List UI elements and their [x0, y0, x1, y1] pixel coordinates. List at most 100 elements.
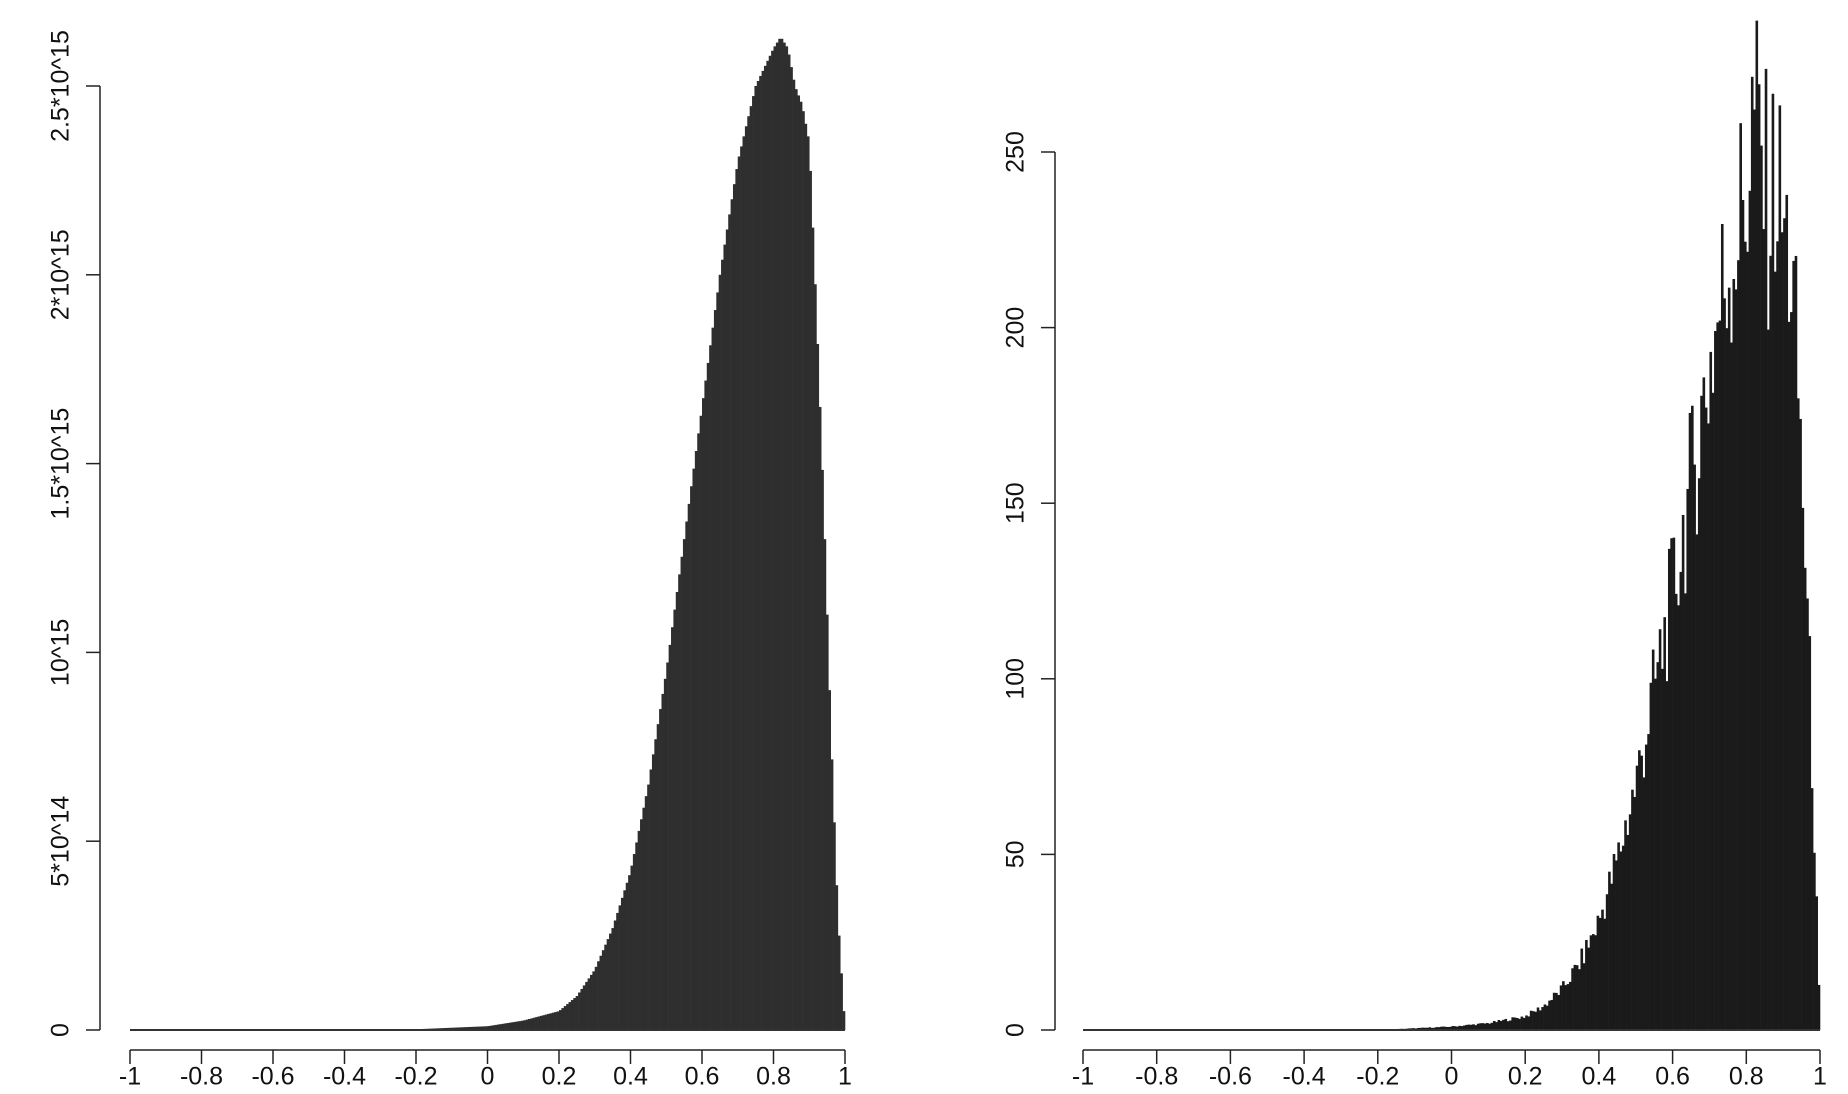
bar	[1801, 507, 1805, 1030]
bar	[1667, 548, 1671, 1030]
bar	[1656, 662, 1660, 1030]
bar	[1760, 145, 1763, 1030]
bar	[563, 1006, 567, 1030]
bar	[1504, 1018, 1508, 1030]
bar	[628, 875, 631, 1030]
x-tick-label: -0.6	[1209, 1063, 1252, 1091]
bar	[706, 362, 710, 1030]
bar	[1727, 287, 1731, 1030]
bar	[499, 1024, 503, 1030]
bar	[456, 1027, 460, 1030]
bar	[485, 1026, 488, 1030]
bar	[1755, 20, 1759, 1031]
bars	[130, 38, 846, 1031]
bar	[1571, 968, 1574, 1030]
x-tick-label: -0.2	[1356, 1063, 1399, 1091]
x-tick-label: 1	[838, 1063, 852, 1091]
bar	[1601, 909, 1604, 1030]
bar	[1750, 76, 1754, 1030]
bar	[837, 935, 841, 1030]
bar	[554, 1012, 557, 1030]
bar	[1732, 279, 1736, 1030]
bar	[1578, 969, 1581, 1030]
bar	[1661, 668, 1664, 1030]
left-density-panel: 0 5*10^14 10^15 1.5*10^15 2*10^15 2.5*10^15 -1…	[47, 30, 852, 1091]
bar	[1700, 395, 1703, 1030]
bar	[773, 46, 777, 1031]
bar	[1615, 860, 1618, 1030]
bar	[523, 1020, 526, 1030]
bar	[544, 1014, 548, 1030]
bar	[528, 1018, 531, 1030]
bar	[1686, 488, 1690, 1030]
x-tick-label: 0.8	[756, 1063, 791, 1091]
bar	[1479, 1023, 1482, 1030]
bar	[551, 1012, 555, 1030]
bar	[790, 67, 793, 1031]
bar	[559, 1010, 562, 1030]
bar	[1720, 223, 1724, 1031]
bar	[542, 1015, 545, 1030]
x-tick-label: 0.4	[613, 1063, 648, 1091]
bar	[640, 819, 643, 1030]
bar	[730, 199, 734, 1030]
bar	[1518, 1018, 1521, 1030]
bar	[780, 38, 784, 1031]
bar	[606, 939, 610, 1030]
bar	[1707, 423, 1710, 1030]
bar	[525, 1019, 529, 1030]
bar	[647, 784, 650, 1030]
bar	[659, 709, 662, 1030]
bar	[1555, 992, 1558, 1030]
bar	[480, 1026, 484, 1030]
bar	[482, 1026, 486, 1030]
bar	[475, 1026, 479, 1030]
bar	[625, 882, 629, 1030]
bar	[702, 398, 705, 1030]
bar	[1711, 392, 1715, 1030]
y-tick-label: 0	[47, 1023, 75, 1037]
bar	[1596, 915, 1600, 1030]
bar	[501, 1023, 505, 1030]
bar	[1476, 1023, 1480, 1030]
bar	[1674, 593, 1678, 1030]
bar	[761, 70, 765, 1030]
bar	[744, 126, 748, 1030]
bar	[585, 981, 588, 1030]
bar	[1446, 1027, 1450, 1030]
bar	[454, 1027, 457, 1030]
bar	[732, 184, 736, 1030]
bar	[697, 433, 700, 1030]
bar	[802, 111, 805, 1031]
bar	[635, 842, 638, 1030]
bar	[1506, 1021, 1510, 1030]
bar	[778, 38, 781, 1031]
bar	[1649, 682, 1653, 1030]
bar	[687, 503, 691, 1030]
bar	[599, 955, 603, 1030]
bar	[470, 1026, 474, 1030]
bar	[1522, 1017, 1526, 1030]
bar	[666, 662, 669, 1030]
bar	[1499, 1020, 1503, 1030]
bar	[568, 1002, 572, 1030]
bar	[1769, 255, 1772, 1031]
y-tick-label: 1.5*10^15	[47, 408, 75, 520]
bar	[609, 933, 612, 1030]
bar	[1502, 1019, 1505, 1030]
bar	[1709, 351, 1713, 1030]
bar	[1621, 845, 1625, 1030]
bar	[1647, 734, 1650, 1030]
bar	[494, 1024, 498, 1030]
bar	[556, 1011, 560, 1030]
bar	[1497, 1019, 1501, 1030]
bar	[787, 54, 791, 1030]
bar	[458, 1027, 462, 1030]
bar	[1739, 123, 1742, 1031]
bar	[1677, 605, 1680, 1030]
x-tick-label: -0.4	[1283, 1063, 1326, 1091]
bar	[728, 214, 731, 1030]
bar	[768, 55, 772, 1031]
bar	[1737, 260, 1740, 1030]
bar	[1619, 851, 1623, 1030]
